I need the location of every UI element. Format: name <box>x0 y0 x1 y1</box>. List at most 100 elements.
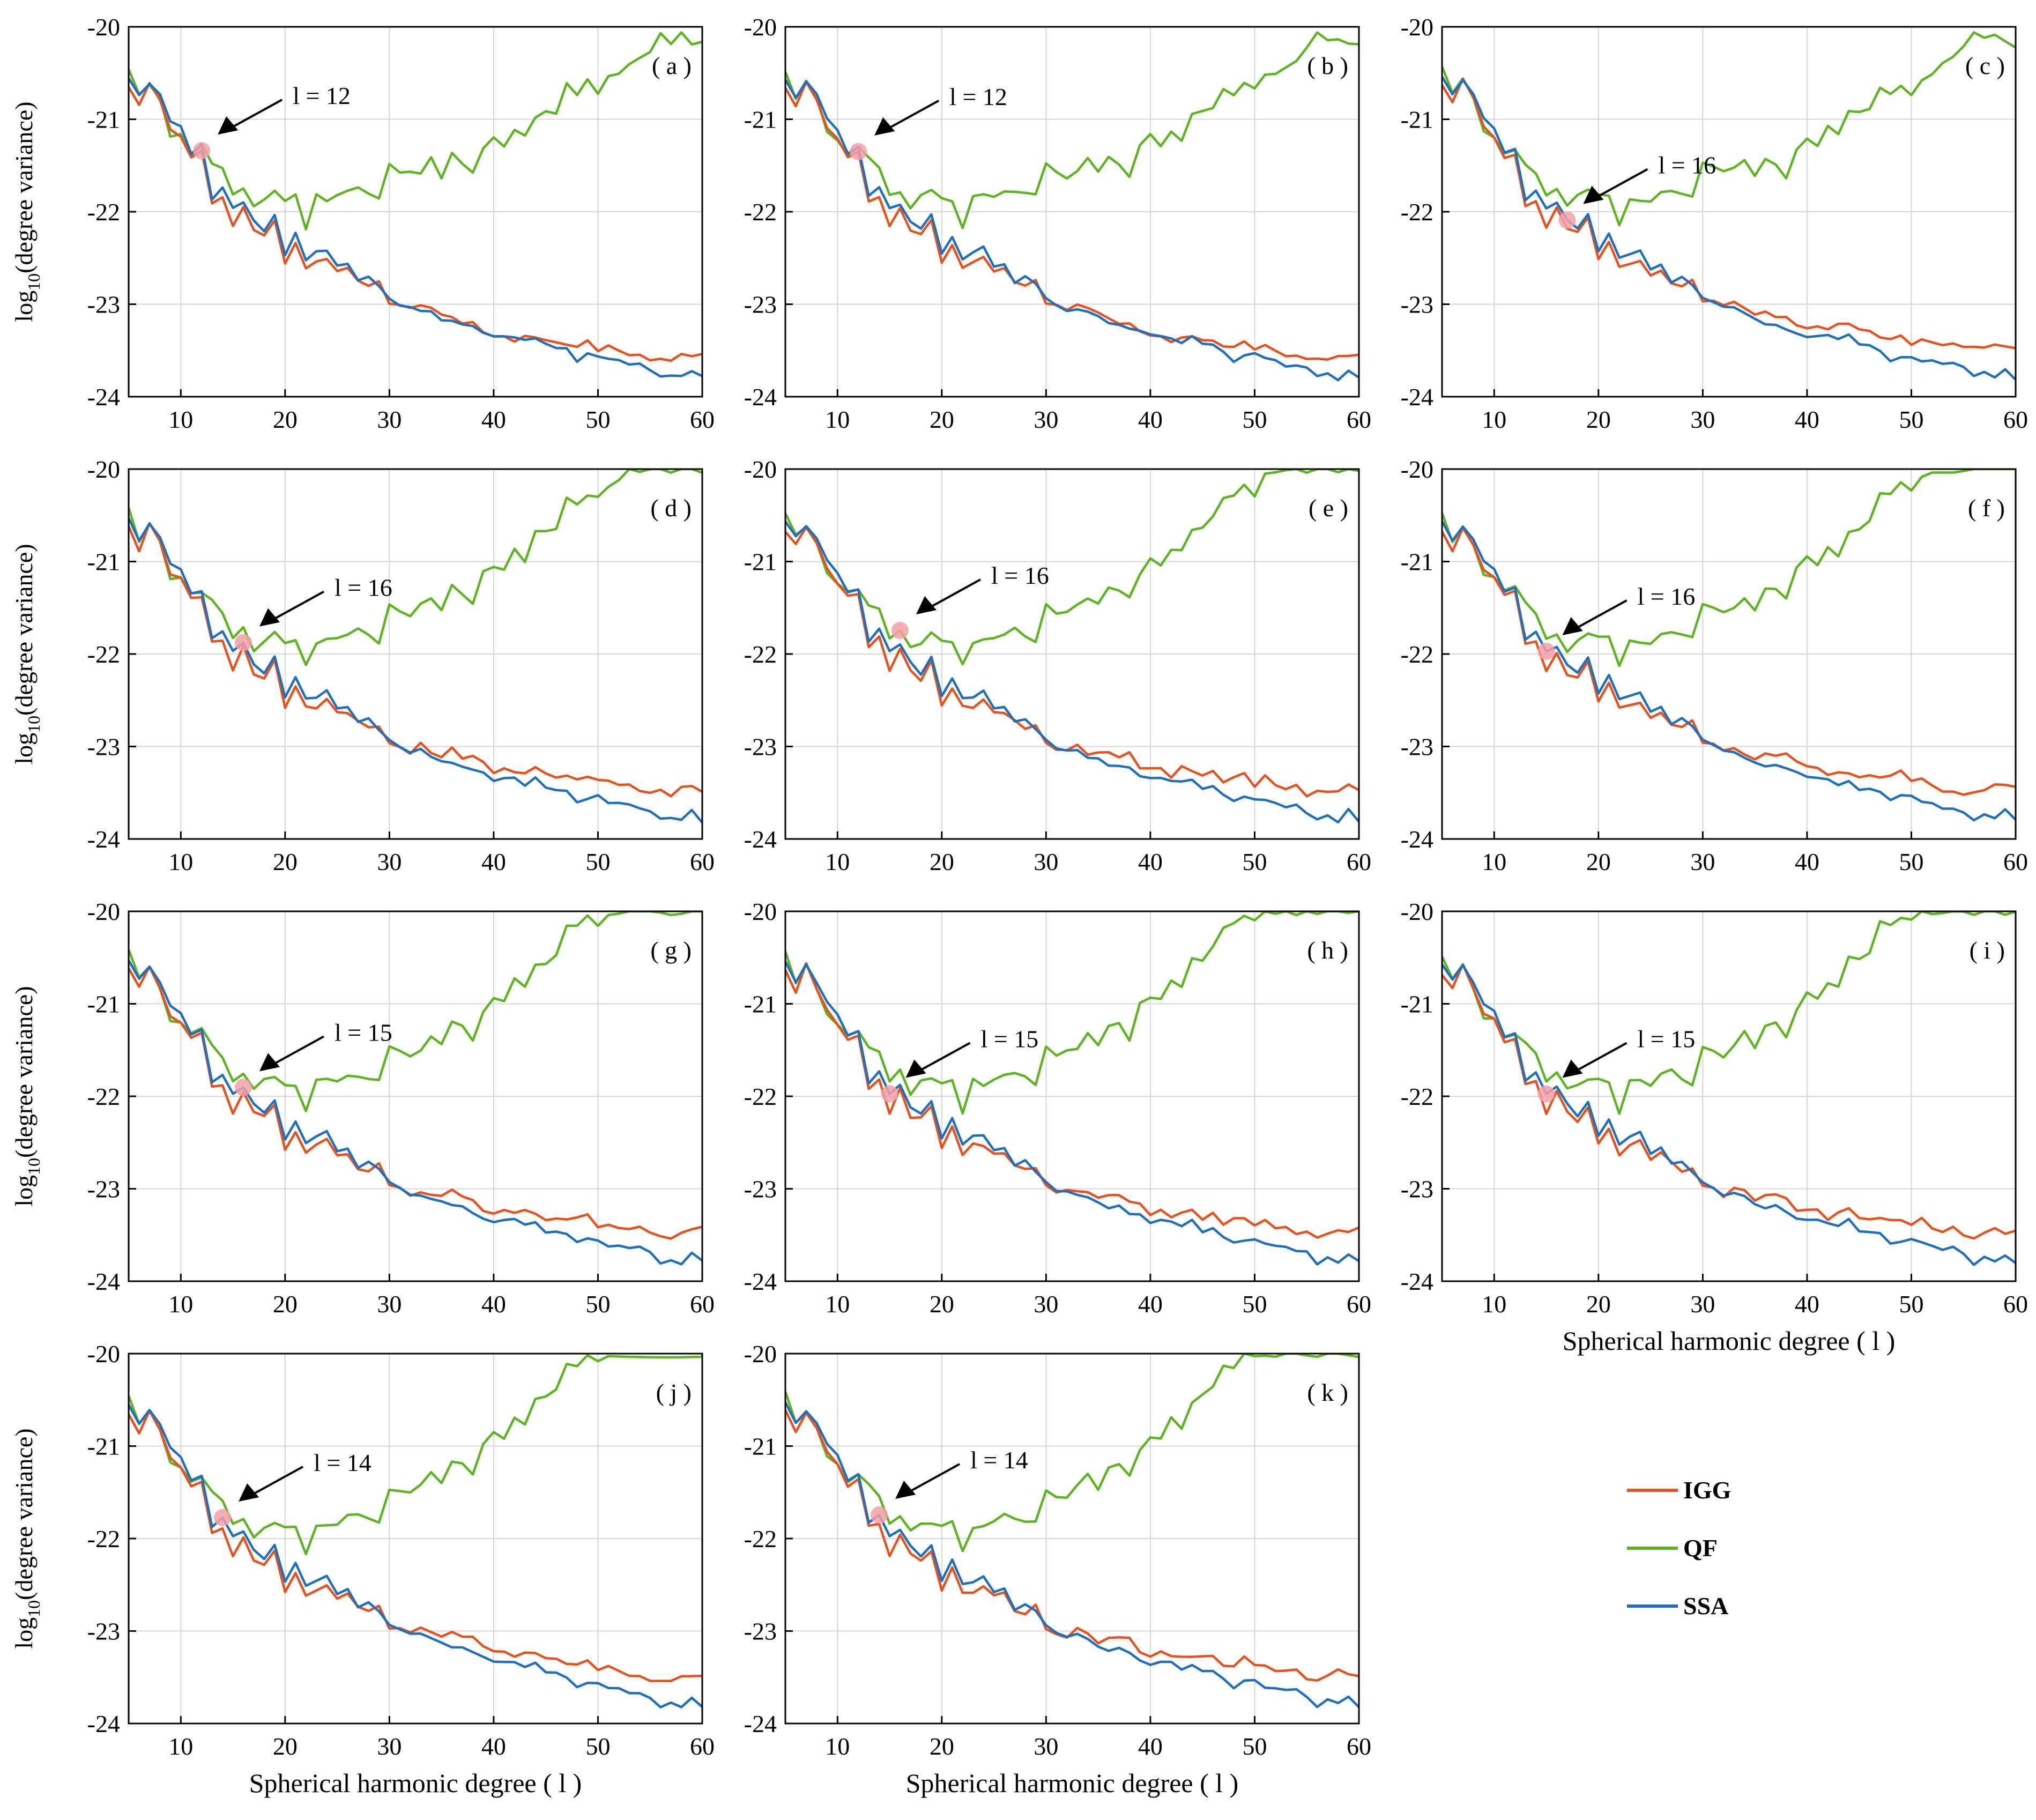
y-tick-label: -24 <box>744 1710 777 1737</box>
y-tick-label: -20 <box>744 898 777 925</box>
y-tick-label: -20 <box>744 13 777 41</box>
x-tick-label: 40 <box>481 1733 506 1760</box>
annotation-arrow-shaft <box>1593 168 1648 200</box>
y-tick-label: -23 <box>87 1618 120 1645</box>
x-axis-label: Spherical harmonic degree ( l ) <box>1563 1326 1896 1356</box>
x-tick-label: 50 <box>1899 406 1923 433</box>
x-tick-label: 40 <box>481 848 506 875</box>
chart-panel-1: l = 12 10 20 30 40 50 60 -20 -21 -22 -23 -24 ( a ) lo… <box>10 13 715 433</box>
x-tick-label: 60 <box>1347 406 1371 433</box>
x-tick-label: 20 <box>1586 848 1611 875</box>
x-tick-label: 30 <box>1690 848 1715 875</box>
x-tick-label: 20 <box>1586 406 1611 433</box>
panel-label: ( b ) <box>1307 52 1348 79</box>
x-tick-label: 40 <box>1138 406 1163 433</box>
y-tick-label: -22 <box>744 641 777 668</box>
annotation-label: l = 15 <box>981 1025 1039 1052</box>
chart-panel-10: l = 14 10 20 30 40 50 60 -20 -21 -22 -23 -24 ( j ) lo… <box>10 1340 715 1798</box>
y-tick-label: -23 <box>744 733 777 761</box>
series-line-igg <box>785 80 1359 361</box>
x-tick-label: 10 <box>1482 1290 1506 1318</box>
series-group <box>1442 31 2016 381</box>
y-tick-label: -20 <box>1401 898 1433 925</box>
annotation-arrow-head <box>218 116 239 135</box>
annotation-arrow-head <box>895 1481 916 1499</box>
series-line-qf <box>129 1354 702 1556</box>
x-tick-label: 40 <box>481 1290 506 1318</box>
y-axis-label: log10(degree variance) <box>10 544 43 764</box>
series-line-ssa <box>785 1401 1359 1708</box>
x-tick-label: 30 <box>1690 406 1715 433</box>
legend-label-qf: QF <box>1683 1534 1718 1562</box>
annotation-label: l = 12 <box>293 82 351 109</box>
annotation-label: l = 12 <box>949 83 1007 110</box>
series-line-igg <box>129 965 702 1240</box>
series-line-igg <box>129 81 702 362</box>
turning-point-marker <box>871 1506 888 1524</box>
x-tick-label: 10 <box>825 1733 850 1760</box>
y-tick-label: -22 <box>744 1525 777 1552</box>
x-tick-label: 30 <box>377 1733 402 1760</box>
x-tick-label: 60 <box>1347 1733 1371 1760</box>
y-tick-label: -21 <box>1401 106 1433 133</box>
annotation-label: l = 16 <box>1658 152 1716 179</box>
y-tick-label: -23 <box>87 1176 120 1203</box>
series-line-igg <box>785 962 1359 1239</box>
x-tick-label: 40 <box>1795 848 1819 875</box>
panel-grid: l = 12 10 20 30 40 50 60 -20 -21 -22 -23 -24 ( a ) lo… <box>10 13 2028 1798</box>
x-tick-label: 30 <box>1034 848 1058 875</box>
series-line-qf <box>785 31 1359 229</box>
annotation-arrow-head <box>239 1483 259 1502</box>
chart-panel-6: l = 16 10 20 30 40 50 60 -20 -21 -22 -23 -24 ( f ) <box>1401 456 2028 875</box>
series-line-igg <box>1442 963 2016 1240</box>
series-group <box>1442 469 2016 822</box>
turning-point-marker <box>1537 1085 1555 1103</box>
y-tick-label: -22 <box>1401 1083 1433 1110</box>
legend-label-ssa: SSA <box>1683 1592 1728 1620</box>
x-tick-label: 30 <box>1034 406 1058 433</box>
panel-label: ( i ) <box>1970 937 2005 964</box>
x-tick-label: 20 <box>273 1290 298 1318</box>
y-tick-label: -24 <box>744 1268 777 1295</box>
y-tick-label: -24 <box>87 1268 120 1295</box>
annotation-label: l = 15 <box>1638 1026 1696 1053</box>
y-tick-label: -21 <box>1401 991 1433 1018</box>
x-tick-label: 60 <box>690 406 715 433</box>
y-tick-label: -22 <box>1401 641 1433 668</box>
series-line-ssa <box>785 79 1359 382</box>
panel-label: ( e ) <box>1309 494 1348 522</box>
annotation-arrow-shaft <box>228 99 283 130</box>
y-tick-label: -22 <box>87 641 120 668</box>
x-tick-label: 50 <box>1242 1290 1267 1318</box>
turning-point-marker <box>891 622 909 640</box>
legend-item-qf: QF <box>1627 1534 1718 1562</box>
x-tick-label: 40 <box>481 406 506 433</box>
x-tick-label: 50 <box>1899 848 1923 875</box>
x-tick-label: 20 <box>1586 1290 1611 1318</box>
y-tick-label: -20 <box>744 456 777 483</box>
turning-point-marker <box>850 143 867 160</box>
y-tick-label: -23 <box>1401 733 1433 761</box>
y-tick-label: -21 <box>87 991 120 1018</box>
x-tick-label: 60 <box>690 848 715 875</box>
y-tick-label: -24 <box>1401 383 1433 411</box>
x-tick-label: 20 <box>930 1290 954 1318</box>
panel-label: ( h ) <box>1307 937 1348 964</box>
annotation-arrow-shaft <box>270 1035 324 1067</box>
chart-panel-7: l = 15 10 20 30 40 50 60 -20 -21 -22 -23 -24 ( g ) lo… <box>10 898 715 1318</box>
annotation-arrow-head <box>259 608 280 627</box>
x-tick-label: 50 <box>585 406 610 433</box>
x-tick-label: 60 <box>2003 406 2028 433</box>
turning-point-marker <box>235 634 252 651</box>
annotation-label: l = 16 <box>991 562 1049 589</box>
chart-panel-5: l = 16 10 20 30 40 50 60 -20 -21 -22 -23 -24 ( e ) <box>744 456 1371 875</box>
annotation-arrow-shaft <box>270 590 324 622</box>
x-tick-label: 50 <box>585 1733 610 1760</box>
series-line-qf <box>129 31 702 231</box>
y-tick-label: -20 <box>1401 456 1433 483</box>
x-tick-label: 50 <box>1242 406 1267 433</box>
x-tick-label: 30 <box>377 406 402 433</box>
series-line-ssa <box>1442 521 2016 822</box>
x-tick-label: 50 <box>1242 1733 1267 1760</box>
